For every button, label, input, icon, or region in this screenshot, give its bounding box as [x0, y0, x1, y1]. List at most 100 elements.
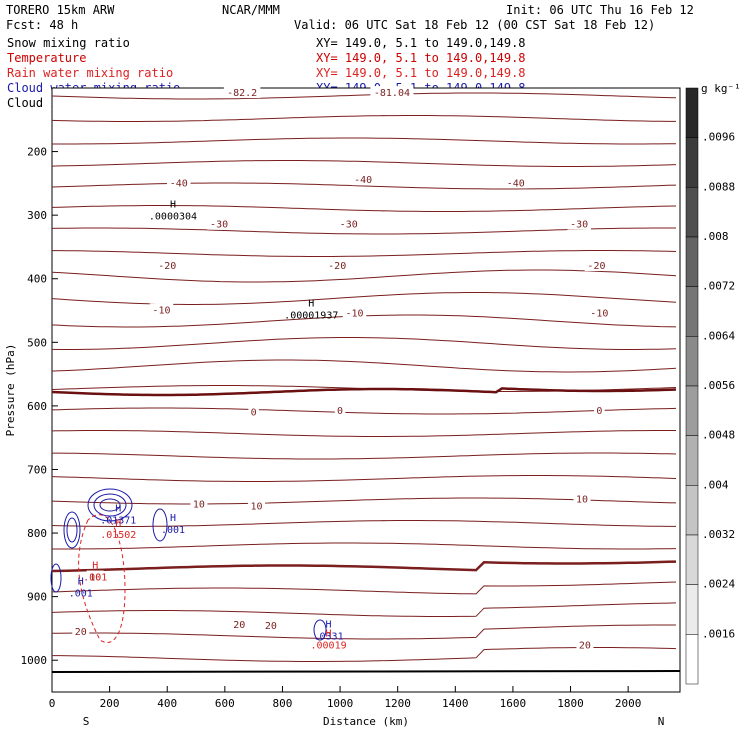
colorbar-tick-label: .0064	[702, 329, 735, 342]
maximum-marker: H	[92, 561, 98, 572]
maximum-value-label: .00001937	[284, 311, 338, 322]
maximum-value-label: .01502	[100, 530, 136, 541]
legend-xy: XY= 149.0, 5.1 to 149.0,149.8	[316, 66, 526, 80]
center-name: NCAR/MMM	[222, 3, 280, 17]
contour-layer	[50, 92, 681, 673]
contour-labels: -82.2 -81.04 -40 -40 -40 -30 -30 -30 -20 -20 -20 -1…	[69, 86, 612, 652]
contour-label-bg	[230, 618, 248, 631]
contour-label-bg	[576, 638, 594, 651]
contour-label-bg	[149, 303, 174, 316]
maximum-value-label: .0331	[313, 632, 343, 643]
temperature-contour	[52, 250, 677, 257]
temperature-contour-label: 10	[251, 501, 263, 512]
temperature-contour-label: -40	[170, 178, 188, 189]
forecast-hour: Fcst: 48 h	[6, 18, 78, 32]
maximum-marker: H	[115, 503, 121, 514]
temperature-contour	[51, 115, 676, 122]
temperature-contour-label: -10	[345, 309, 363, 320]
contour-label-bg	[336, 217, 361, 230]
contour-label-bg	[262, 618, 280, 631]
colorbar-tick-label: .008	[702, 230, 729, 243]
contour-label-bg	[325, 259, 349, 272]
colorbar-segment	[685, 534, 699, 585]
temperature-contour-label: -30	[570, 220, 588, 231]
temperature-contour-label: -10	[152, 306, 170, 317]
temperature-contour-label: -40	[507, 178, 525, 189]
temperature-contour	[51, 475, 677, 482]
maximum-marker: H	[326, 620, 332, 631]
maximum-marker: H	[115, 518, 121, 529]
contour-label-bg	[370, 86, 414, 99]
x-end-label-south: S	[83, 715, 90, 728]
legend-xy: XY= 149.0, 5.1 to 149.0,149.8	[316, 51, 526, 65]
cloud-water-contour	[152, 508, 168, 542]
x-tick-label: 1800	[557, 697, 584, 710]
maximum-marker: H	[326, 629, 332, 640]
temperature-contour-label: 20	[265, 621, 277, 632]
temperature-contour	[51, 205, 677, 212]
temperature-contour	[52, 137, 677, 145]
colorbar-tick-label: .0032	[702, 528, 735, 541]
temperature-contour	[51, 182, 677, 190]
legend-item: Temperature	[7, 51, 86, 65]
x-axis-label: Distance (km)	[323, 715, 409, 728]
contour-label-bg	[223, 86, 261, 99]
surface-line	[51, 670, 681, 673]
zero-degree-contour	[51, 387, 677, 397]
temperature-contour-label: 20	[579, 641, 591, 652]
temperature-contour	[51, 581, 677, 595]
colorbar-segment	[685, 435, 699, 486]
y-tick-label: 900	[27, 591, 47, 604]
contour-label-bg	[334, 403, 346, 416]
temperature-contour	[51, 602, 677, 617]
temperature-contour	[52, 452, 677, 460]
temperature-contour-label: 10	[89, 573, 101, 584]
colorbar-segment	[685, 584, 699, 635]
temperature-contour	[51, 624, 676, 640]
maximum-value-label: .001	[161, 525, 185, 536]
valid-time: Valid: 06 UTC Sat 18 Feb 12 (00 CST Sat …	[294, 18, 655, 32]
colorbar-segment	[685, 187, 699, 238]
rain-water-contour	[78, 514, 126, 643]
model-title: TORERO 15km ARW	[6, 3, 115, 17]
temperature-contour-label: -82.2	[227, 88, 257, 99]
temperature-contour	[51, 497, 677, 505]
x-tick-label: 1400	[442, 697, 469, 710]
temperature-contour-label: 10	[193, 499, 205, 510]
colorbar-segment	[685, 286, 699, 337]
contour-label-bg	[594, 403, 605, 416]
x-tick-label: 200	[100, 697, 120, 710]
legend-item: Snow mixing ratio	[7, 36, 130, 50]
colorbar-tick-label: .0024	[702, 578, 735, 591]
cloud-water-contour	[93, 493, 127, 517]
temperature-contour-label: -40	[354, 175, 372, 186]
init-time: Init: 06 UTC Thu 16 Feb 12	[506, 3, 694, 17]
maximum-marker: H	[308, 299, 314, 310]
contour-label-bg	[573, 492, 591, 505]
contour-label-bg	[587, 306, 612, 319]
contour-label-bg	[167, 176, 191, 189]
contour-label-bg	[248, 405, 259, 418]
colorbar-segment	[685, 485, 699, 536]
temperature-contour-label: -20	[587, 261, 605, 272]
y-tick-label: 600	[27, 400, 47, 413]
y-tick-label: 400	[27, 273, 47, 286]
contour-label-bg	[248, 499, 266, 512]
legend-item: Rain water mixing ratio	[7, 66, 173, 80]
temperature-contour-label: -81.04	[374, 88, 410, 99]
y-axis-label: Pressure (hPa)	[4, 344, 17, 437]
colorbar-tick-label: .0088	[702, 180, 735, 193]
x-tick-label: 0	[49, 697, 56, 710]
x-tick-label: 1200	[384, 697, 411, 710]
temperature-contour-label: 0	[251, 407, 257, 418]
temperature-contour	[51, 269, 677, 283]
temperature-contour-label: -20	[328, 261, 346, 272]
contour-label-bg	[190, 497, 208, 510]
contour-label-bg	[504, 176, 528, 189]
cloud-water-contour	[63, 511, 81, 549]
x-tick-label: 1000	[327, 697, 354, 710]
colorbar-segment	[685, 634, 699, 685]
x-tick-label: 600	[215, 697, 235, 710]
